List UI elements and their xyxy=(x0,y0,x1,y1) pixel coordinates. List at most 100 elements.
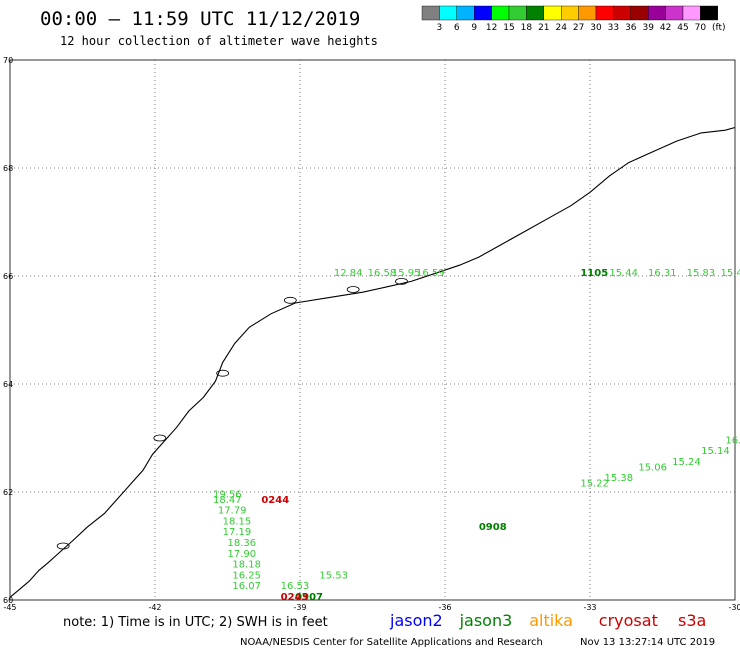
colorbar-swatch xyxy=(595,5,614,21)
pass-time-label: 0908 xyxy=(479,522,507,533)
wave-height-label: 16.58 xyxy=(368,268,397,279)
chart-title: 00:00 – 11:59 UTC 11/12/2019 xyxy=(40,8,360,30)
island-outline xyxy=(56,542,70,550)
x-tick-label: -30 xyxy=(728,603,740,612)
x-tick-label: -42 xyxy=(148,603,161,612)
wave-height-label: 19.56 xyxy=(213,489,242,500)
colorbar-swatch xyxy=(578,5,597,21)
colorbar-swatch xyxy=(630,5,649,21)
map-grid xyxy=(10,60,735,600)
colorbar-tick-label: 18 xyxy=(521,23,533,33)
colorbar: 3 6 9 12 15 18 21 24 27 30 33 36 39 42 45 70 xyxy=(421,5,719,33)
pass-time-label: 0243 xyxy=(281,592,309,603)
footnote: note: 1) Time is in UTC; 2) SWH is in fe… xyxy=(63,615,328,630)
generated-timestamp: Nov 13 13:27:14 UTC 2019 xyxy=(580,637,715,648)
satellite-legend-item: jason3 xyxy=(459,611,513,630)
x-axis-ticks: -45 -42 -39 -36 -33 -30 xyxy=(3,603,740,612)
colorbar-tick-label: 6 xyxy=(454,23,460,33)
y-tick-label: 60 xyxy=(3,596,13,605)
wave-height-label: 15.44 xyxy=(609,268,638,279)
wave-height-label: 16.54 xyxy=(725,435,740,446)
satellite-legend-item: cryosat xyxy=(599,611,658,630)
satellite-legend: jason2 jason3 altika cryosat s3a xyxy=(389,611,706,630)
colorbar-tick-label: 21 xyxy=(538,23,549,33)
x-tick-label: -39 xyxy=(293,603,306,612)
wave-height-label: 17.79 xyxy=(218,506,247,517)
colorbar-swatch xyxy=(421,5,440,21)
colorbar-swatch xyxy=(561,5,579,21)
colorbar-swatch xyxy=(491,5,510,21)
chart-subtitle: 12 hour collection of altimeter wave hei… xyxy=(60,34,378,48)
x-tick-label: -36 xyxy=(438,603,451,612)
wave-height-label: 15.06 xyxy=(638,462,667,473)
wave-height-label: 15.14 xyxy=(701,446,730,457)
wave-height-label: 17.90 xyxy=(228,549,257,560)
colorbar-tick-label: 15 xyxy=(503,23,514,33)
colorbar-tick-label: 12 xyxy=(486,23,497,33)
satellite-legend-item: s3a xyxy=(678,611,706,630)
island-outline xyxy=(395,277,408,285)
wave-height-label: 15.44 xyxy=(721,268,740,279)
y-tick-label: 62 xyxy=(3,488,13,497)
wave-height-label: 18.15 xyxy=(223,516,252,527)
colorbar-tick-label: 30 xyxy=(590,23,602,33)
colorbar-tick-label: 36 xyxy=(625,23,637,33)
y-axis-ticks: 60 62 64 66 68 70 xyxy=(3,56,13,605)
wave-height-label: 15.53 xyxy=(319,570,348,581)
wave-height-label: 16.25 xyxy=(232,570,261,581)
x-tick-label: -45 xyxy=(3,603,16,612)
y-tick-label: 70 xyxy=(3,56,13,65)
colorbar-swatch xyxy=(508,5,527,21)
colorbar-swatch xyxy=(700,5,719,21)
x-tick-label: -33 xyxy=(583,603,596,612)
colorbar-swatch xyxy=(474,5,492,21)
satellite-legend-item: jason2 xyxy=(389,611,443,630)
colorbar-unit-label: (ft) xyxy=(712,23,726,33)
island-outline xyxy=(216,369,230,377)
wave-height-label: 16.07 xyxy=(232,581,261,592)
island-outline xyxy=(153,434,167,442)
colorbar-tick-label: 39 xyxy=(642,23,654,33)
wave-height-label: 15.38 xyxy=(605,473,634,484)
colorbar-tick-label: 24 xyxy=(555,23,567,33)
y-tick-label: 66 xyxy=(3,272,13,281)
coastline-path xyxy=(9,126,736,598)
wave-height-label: 15.83 xyxy=(687,268,716,279)
island-outline xyxy=(346,286,360,293)
wave-height-label: 16.53 xyxy=(281,581,310,592)
colorbar-swatch xyxy=(613,5,632,21)
wave-height-label: 18.18 xyxy=(232,560,261,571)
colorbar-swatch xyxy=(439,5,457,21)
wave-height-label: 18.47 xyxy=(213,495,242,506)
y-tick-label: 68 xyxy=(3,164,13,173)
colorbar-swatch xyxy=(682,5,701,21)
pass-time-label: 1105 xyxy=(580,268,608,279)
colorbar-tick-label: 45 xyxy=(677,23,688,33)
greenland-coastline xyxy=(9,126,736,598)
wave-height-label: 15.24 xyxy=(672,457,701,468)
colorbar-swatch xyxy=(526,5,545,21)
colorbar-swatch xyxy=(456,5,475,21)
wave-height-label: 16.31 xyxy=(648,268,677,279)
colorbar-tick-label: 3 xyxy=(437,23,443,33)
colorbar-tick-label: 27 xyxy=(573,23,584,33)
map-frame xyxy=(9,59,736,601)
wave-height-label: 17.19 xyxy=(223,527,252,538)
credit-line: NOAA/NESDIS Center for Satellite Applica… xyxy=(240,637,543,648)
colorbar-tick-label: 42 xyxy=(660,23,671,33)
colorbar-swatch xyxy=(665,5,684,21)
pass-time-label: 0907 xyxy=(295,592,323,603)
wave-height-label: 16.59 xyxy=(416,268,445,279)
satellite-legend-item: altika xyxy=(529,611,573,630)
colorbar-swatch xyxy=(543,5,562,21)
wave-height-label: 15.22 xyxy=(580,479,609,490)
wave-height-label: 15.95 xyxy=(392,268,421,279)
colorbar-tick-label: 70 xyxy=(695,23,707,33)
colorbar-tick-label: 9 xyxy=(471,23,477,33)
colorbar-tick-label: 33 xyxy=(608,23,619,33)
y-tick-label: 64 xyxy=(3,380,13,389)
wave-height-label: 12.84 xyxy=(334,268,363,279)
wave-height-label: 18.36 xyxy=(228,538,257,549)
